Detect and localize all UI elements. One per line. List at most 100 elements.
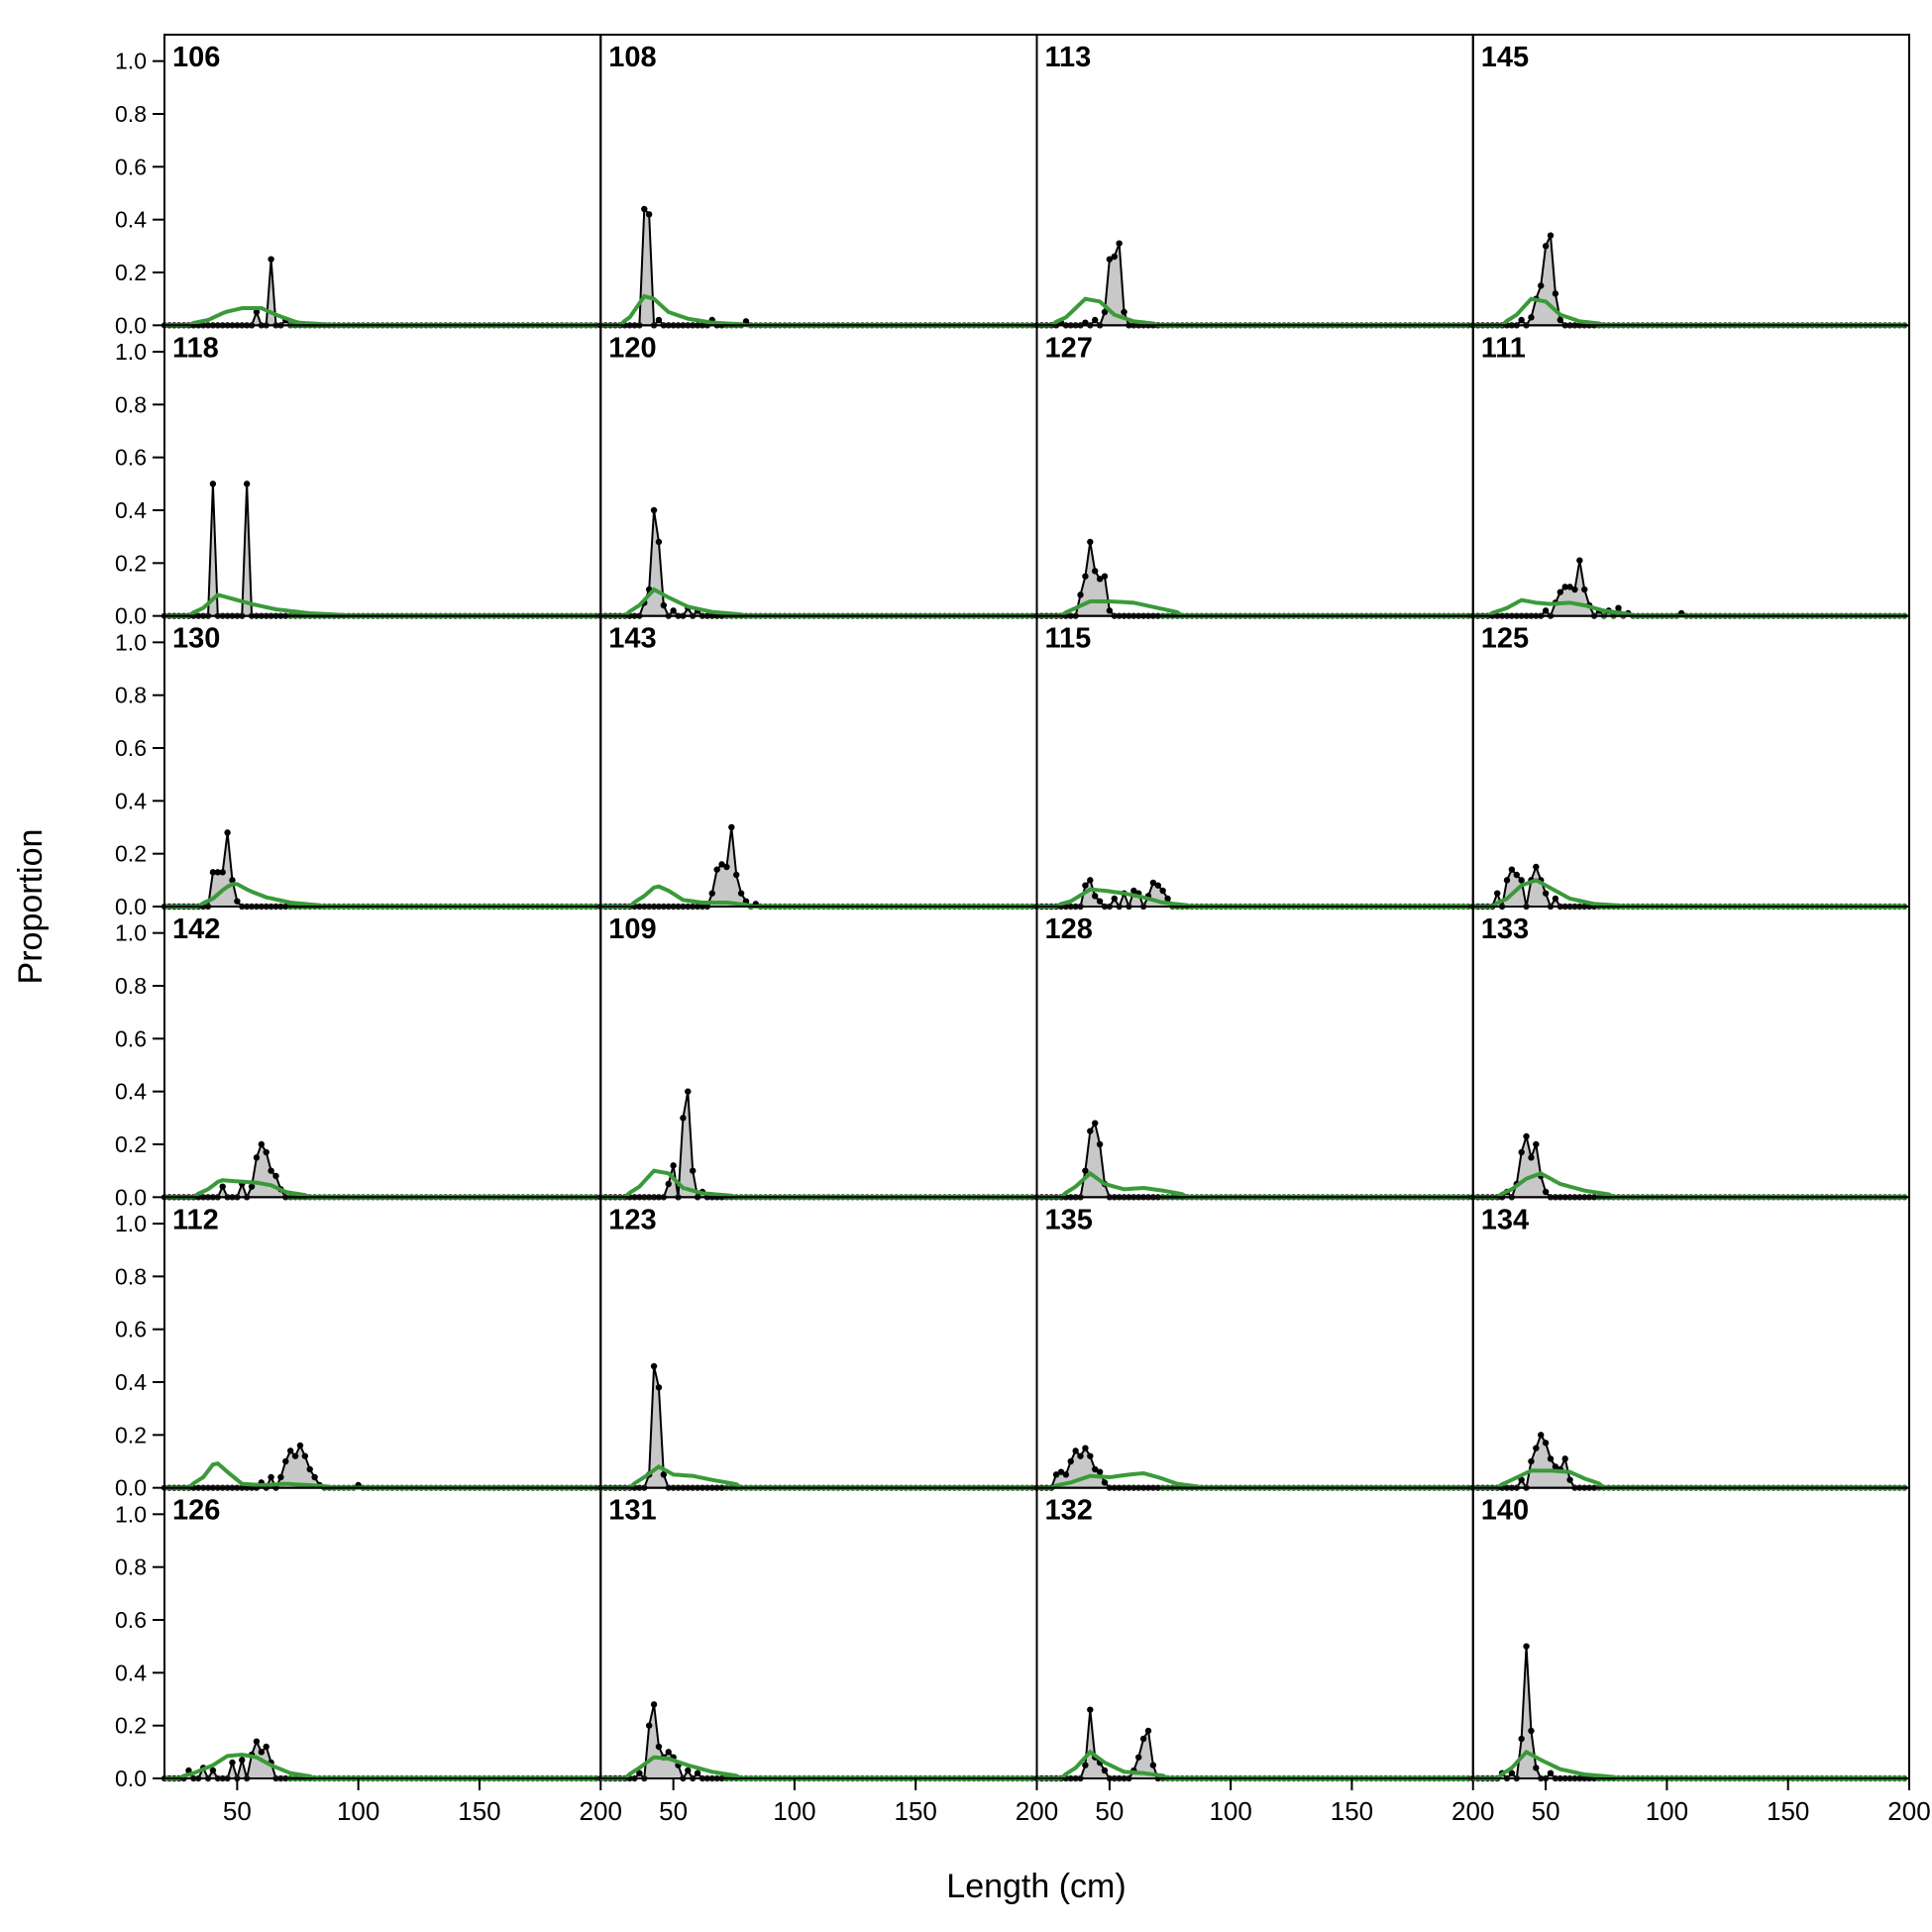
x-tick-label: 100: [773, 1796, 815, 1826]
y-tick-label: 0.4: [115, 207, 147, 233]
expected-line: [600, 884, 1032, 909]
expected-line: [600, 293, 1032, 328]
observed-point: [655, 1743, 663, 1751]
panel-145: 145: [1469, 34, 1910, 329]
observed-point: [1508, 866, 1516, 873]
observed-point: [224, 829, 231, 836]
observed-line: [164, 1739, 596, 1782]
observed-point: [650, 506, 658, 514]
observed-point: [1561, 584, 1568, 590]
panel-106: 106 0.0 0.2 0.4 0.6 0.8 1.0: [115, 34, 602, 338]
observed-point: [291, 1452, 299, 1459]
observed-point: [1533, 863, 1540, 871]
y-tick-label: 0.8: [115, 101, 147, 127]
observed-point: [1144, 1727, 1152, 1735]
panel-118: 118 0.0 0.2 0.4 0.6 0.8 1.0: [115, 324, 602, 629]
panel-131: 131 50 100 150 200: [597, 1486, 1058, 1826]
observed-point: [1101, 1767, 1109, 1774]
observed-area: [600, 510, 1032, 616]
x-tick-label: 100: [337, 1796, 379, 1826]
observed-point: [1092, 893, 1099, 900]
x-tick-label: 50: [223, 1796, 252, 1826]
observed-point: [665, 1749, 672, 1756]
observed-point: [1518, 1476, 1525, 1483]
observed-point: [1082, 882, 1089, 889]
observed-point: [1528, 314, 1535, 321]
panel-border: [1035, 324, 1474, 617]
observed-line: [1036, 243, 1468, 328]
y-tick-label: 0.0: [115, 1475, 147, 1501]
panel-border: [599, 324, 1038, 617]
y-tick-label: 0.6: [115, 445, 147, 471]
observed-point: [1077, 591, 1084, 598]
observed-point: [694, 1770, 701, 1776]
panel-label: 132: [1045, 1495, 1093, 1527]
observed-point: [641, 205, 648, 213]
observed-point: [209, 1767, 217, 1774]
observed-point: [253, 1154, 261, 1161]
observed-point: [1523, 1132, 1530, 1140]
x-tick-label: 200: [1451, 1796, 1494, 1826]
y-tick-label: 0.8: [115, 973, 147, 999]
panel-border: [1471, 614, 1910, 909]
observed-point: [1533, 1445, 1540, 1451]
panel-border: [1035, 1196, 1474, 1489]
panel-label: 113: [1045, 42, 1092, 73]
observed-point: [1111, 253, 1118, 261]
observed-point: [1082, 1762, 1089, 1769]
observed-point: [1139, 1735, 1147, 1743]
observed-point: [685, 1767, 692, 1774]
observed-area: [1036, 1448, 1468, 1488]
observed-point: [1542, 1440, 1550, 1447]
observed-point: [1121, 308, 1127, 316]
y-tick-label: 0.4: [115, 1369, 147, 1395]
observed-point: [1087, 538, 1094, 546]
observed-point: [1149, 1762, 1157, 1769]
y-tick-label: 0.4: [115, 788, 147, 813]
panel-112: 112 0.0 0.2 0.4 0.6 0.8 1.0: [115, 1196, 602, 1501]
panel-label: 126: [172, 1495, 220, 1527]
observed-point: [1518, 877, 1525, 884]
observed-point: [718, 861, 725, 868]
observed-point: [209, 869, 217, 876]
observed-point: [1087, 1452, 1094, 1459]
observed-point: [282, 1457, 289, 1465]
observed-point: [219, 869, 226, 876]
panel-border: [1035, 34, 1474, 327]
y-axis-label: Proportion: [12, 829, 50, 985]
observed-point: [268, 1473, 274, 1481]
panel-135: 135: [1033, 1196, 1474, 1491]
observed-point: [1106, 256, 1114, 263]
observed-point: [258, 1140, 266, 1148]
observed-line: [164, 259, 596, 327]
observed-point: [685, 1088, 692, 1095]
observed-point: [660, 601, 668, 609]
y-tick-label: 1.0: [115, 920, 147, 946]
observed-point: [1072, 1448, 1079, 1454]
observed-point: [708, 890, 715, 897]
observed-point: [1067, 1457, 1074, 1465]
observed-point: [306, 1465, 313, 1473]
x-tick-label: 100: [1209, 1796, 1251, 1826]
panel-label: 120: [608, 332, 656, 364]
observed-point: [733, 871, 740, 879]
panel-109: 109: [597, 906, 1038, 1201]
observed-point: [670, 1162, 677, 1169]
y-tick-label: 0.6: [115, 154, 147, 179]
observed-point: [268, 256, 274, 263]
observed-point: [1523, 1643, 1530, 1650]
observed-point: [1547, 232, 1555, 239]
observed-area: [600, 827, 1032, 907]
observed-point: [1101, 573, 1109, 580]
observed-point: [1503, 877, 1511, 884]
observed-area: [1472, 235, 1905, 326]
observed-point: [1513, 871, 1520, 879]
observed-point: [1082, 319, 1089, 326]
observed-point: [1092, 1120, 1099, 1127]
x-tick-label: 50: [1095, 1796, 1124, 1826]
observed-point: [253, 1738, 261, 1745]
observed-point: [1518, 316, 1525, 324]
observed-point: [311, 1473, 318, 1481]
panel-label: 108: [608, 42, 656, 73]
observed-point: [1096, 1140, 1104, 1148]
